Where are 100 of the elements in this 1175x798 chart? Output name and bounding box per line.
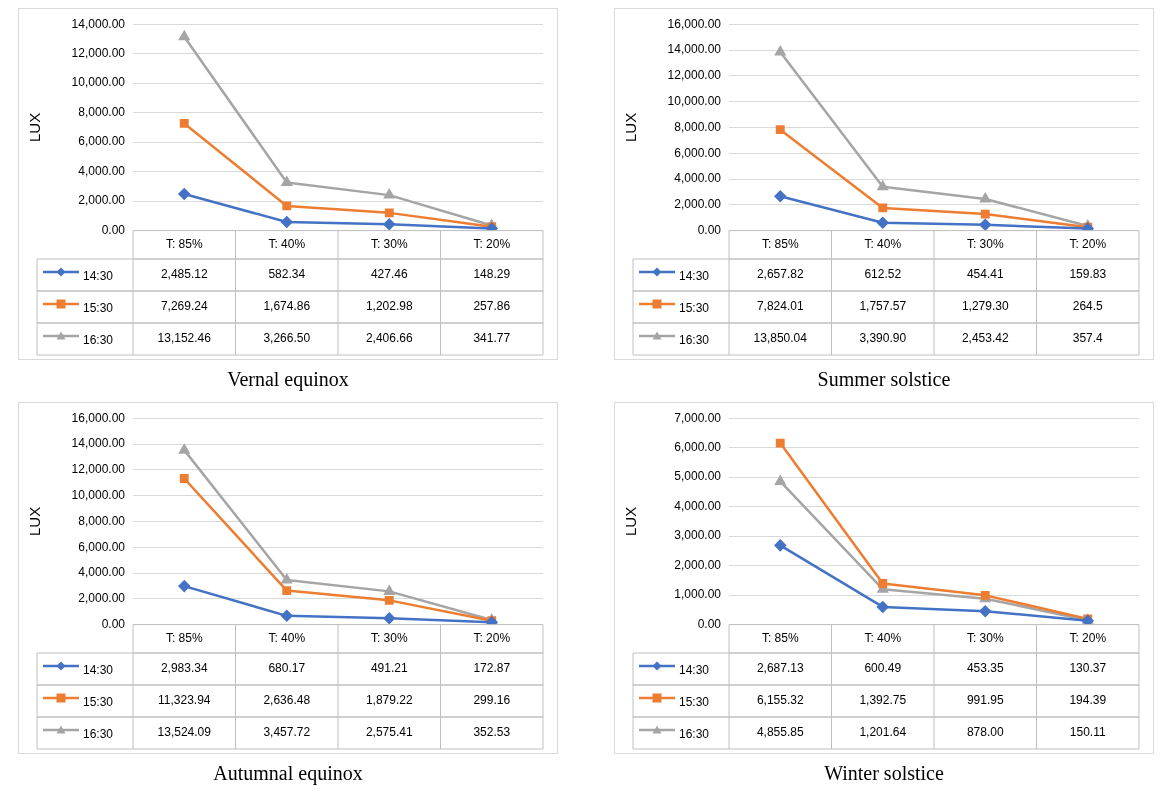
data-label: 2,983.34 <box>160 661 208 676</box>
legend-label: 15:30 <box>679 301 710 316</box>
x-tick-label: T: 40% <box>864 631 902 646</box>
x-tick-label: T: 20% <box>1069 631 1107 646</box>
y-tick-label: 0.00 <box>101 616 126 631</box>
data-label: 257.86 <box>473 299 511 314</box>
data-label: 600.49 <box>864 661 902 676</box>
legend-label: 14:30 <box>679 269 710 284</box>
text: Summer solstice <box>816 368 952 391</box>
data-label: 680.17 <box>268 661 306 676</box>
data-label: 2,485.12 <box>160 267 208 282</box>
data-label: 1,674.86 <box>263 299 311 314</box>
y-tick-label: 14,000.00 <box>71 436 126 451</box>
data-label: 148.29 <box>473 267 511 282</box>
data-label: 454.41 <box>966 267 1004 282</box>
y-tick-label: 10,000.00 <box>667 93 722 108</box>
data-label: 3,457.72 <box>263 725 311 740</box>
data-label: 2,636.48 <box>263 693 311 708</box>
data-label: 159.83 <box>1069 267 1107 282</box>
legend-label: 16:30 <box>679 333 710 348</box>
y-tick-label: 2,000.00 <box>78 193 126 208</box>
x-tick-label: T: 85% <box>761 237 799 252</box>
y-tick-label: 4,000.00 <box>78 163 126 178</box>
legend-label: 14:30 <box>83 663 114 678</box>
data-label: 3,390.90 <box>859 331 907 346</box>
data-label: 13,524.09 <box>157 725 212 740</box>
data-label: 357.4 <box>1072 331 1104 346</box>
y-tick-label: 6,000.00 <box>674 145 722 160</box>
text: Vernal equinox <box>226 368 350 391</box>
y-tick-label: 2,000.00 <box>674 557 722 572</box>
y-tick-label: 1,000.00 <box>674 587 722 602</box>
y-tick-label: 16,000.00 <box>71 410 126 425</box>
y-tick-label: 14,000.00 <box>71 16 126 31</box>
y-tick-label: 10,000.00 <box>71 75 126 90</box>
x-tick-label: T: 40% <box>268 631 306 646</box>
x-tick-label: T: 20% <box>473 631 511 646</box>
data-label: 453.35 <box>966 661 1004 676</box>
data-label: 150.11 <box>1069 725 1106 740</box>
data-label: 130.37 <box>1069 661 1107 676</box>
y-tick-label: 2,000.00 <box>674 197 722 212</box>
data-label: 2,406.66 <box>365 331 413 346</box>
data-label: 1,279.30 <box>961 299 1009 314</box>
legend-label: 15:30 <box>83 695 114 710</box>
data-label: 172.87 <box>473 661 511 676</box>
y-axis-title: LUX <box>622 506 640 536</box>
y-tick-label: 0.00 <box>697 616 722 631</box>
y-tick-label: 12,000.00 <box>71 462 126 477</box>
data-label: 264.5 <box>1072 299 1104 314</box>
data-label: 582.34 <box>268 267 306 282</box>
data-label: 13,152.46 <box>157 331 212 346</box>
data-label: 341.77 <box>473 331 511 346</box>
x-tick-label: T: 30% <box>966 237 1004 252</box>
y-axis-title: LUX <box>26 506 44 536</box>
data-label: 1,757.57 <box>859 299 907 314</box>
y-tick-label: 12,000.00 <box>667 68 722 83</box>
data-label: 991.95 <box>966 693 1004 708</box>
y-tick-label: 7,000.00 <box>674 410 722 425</box>
x-tick-label: T: 30% <box>370 237 408 252</box>
data-label: 6,155.32 <box>756 693 804 708</box>
y-tick-label: 8,000.00 <box>78 513 126 528</box>
y-tick-label: 8,000.00 <box>674 119 722 134</box>
y-tick-label: 16,000.00 <box>667 16 722 31</box>
data-label: 2,687.13 <box>756 661 804 676</box>
y-tick-label: 14,000.00 <box>667 42 722 57</box>
text: Autumnal equinox <box>212 762 364 785</box>
y-tick-label: 2,000.00 <box>78 591 126 606</box>
legend-label: 15:30 <box>83 301 114 316</box>
legend-label: 14:30 <box>83 269 114 284</box>
data-label: 3,266.50 <box>263 331 311 346</box>
y-axis-title: LUX <box>26 112 44 142</box>
x-tick-label: T: 20% <box>1069 237 1107 252</box>
data-label: 491.21 <box>370 661 408 676</box>
legend-label: 14:30 <box>679 663 710 678</box>
x-tick-label: T: 30% <box>370 631 408 646</box>
legend-label: 16:30 <box>679 727 710 742</box>
y-tick-label: 4,000.00 <box>674 171 722 186</box>
data-label: 13,850.04 <box>753 331 808 346</box>
data-label: 7,269.24 <box>160 299 208 314</box>
data-label: 2,575.41 <box>365 725 413 740</box>
y-tick-label: 4,000.00 <box>674 498 722 513</box>
data-label: 1,202.98 <box>365 299 413 314</box>
data-label: 878.00 <box>966 725 1004 740</box>
data-label: 612.52 <box>864 267 902 282</box>
x-tick-label: T: 85% <box>165 237 203 252</box>
x-tick-label: T: 40% <box>864 237 902 252</box>
y-tick-label: 5,000.00 <box>674 469 722 484</box>
y-tick-label: 4,000.00 <box>78 565 126 580</box>
y-tick-label: 10,000.00 <box>71 487 126 502</box>
text: Winter solstice <box>823 762 945 785</box>
data-label: 1,879.22 <box>365 693 413 708</box>
legend-label: 16:30 <box>83 727 114 742</box>
legend-label: 15:30 <box>679 695 710 710</box>
data-label: 11,323.94 <box>158 693 211 708</box>
data-label: 299.16 <box>473 693 511 708</box>
data-label: 1,392.75 <box>859 693 907 708</box>
y-tick-label: 3,000.00 <box>674 528 722 543</box>
y-axis-title: LUX <box>622 112 640 142</box>
data-label: 4,855.85 <box>756 725 804 740</box>
data-label: 194.39 <box>1069 693 1107 708</box>
x-tick-label: T: 40% <box>268 237 306 252</box>
